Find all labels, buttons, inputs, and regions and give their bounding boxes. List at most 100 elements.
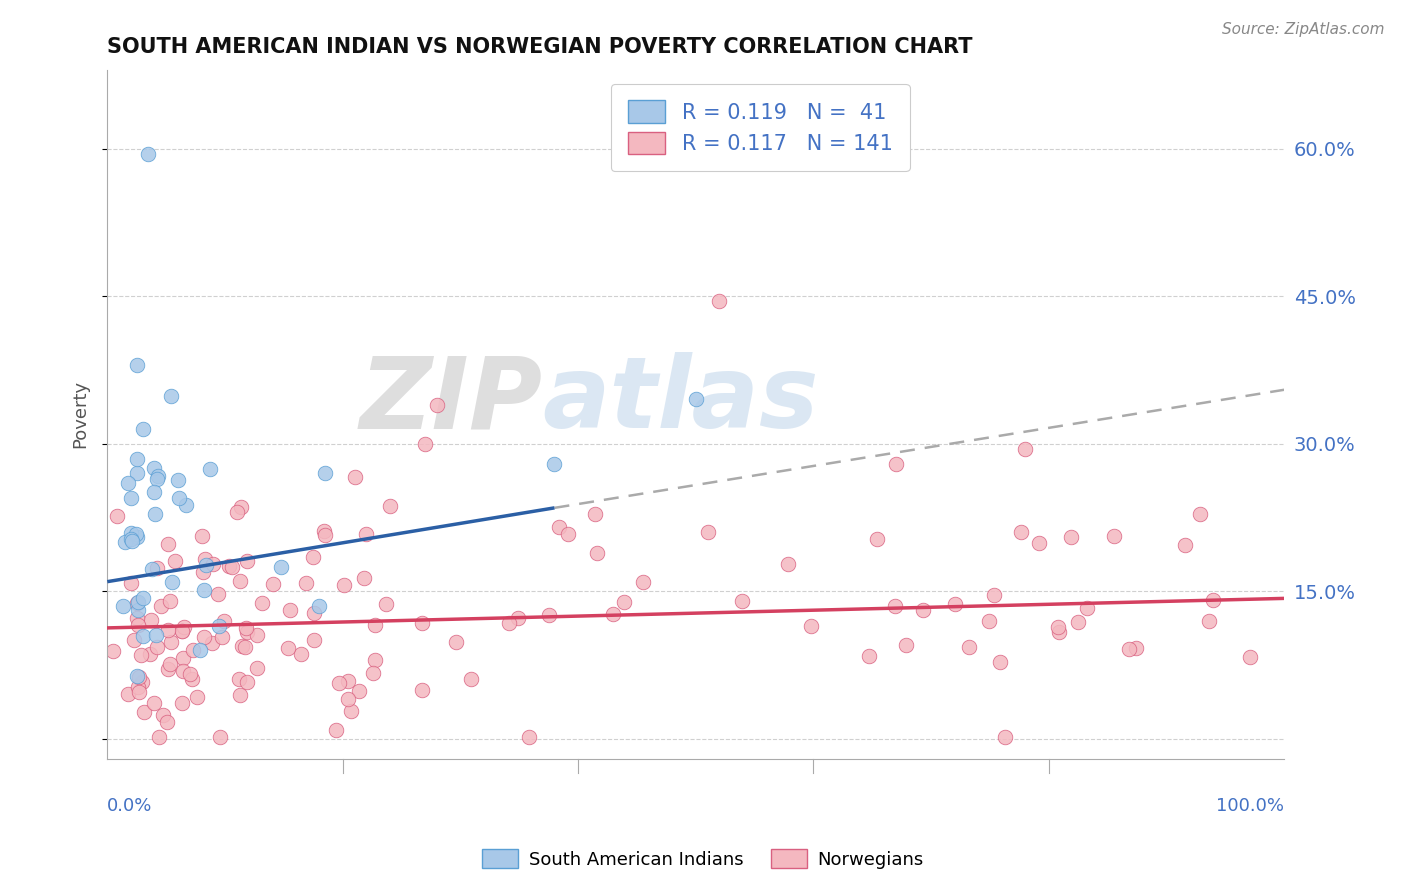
Text: 0.0%: 0.0% [107, 797, 153, 814]
Point [125, 530, 148, 544]
Point [120, 525, 142, 540]
Point [202, 557, 225, 571]
Point [413, 437, 436, 451]
Text: atlas: atlas [543, 352, 820, 449]
Point [426, 398, 449, 412]
Point [146, 640, 169, 655]
Point [186, 690, 208, 704]
Point [174, 498, 197, 512]
Point [1014, 442, 1036, 456]
Point [143, 697, 166, 711]
Point [1067, 615, 1090, 629]
Point [127, 596, 149, 610]
Point [143, 507, 166, 521]
Point [314, 528, 336, 542]
Point [328, 675, 350, 690]
Point [188, 643, 211, 657]
Point [127, 595, 149, 609]
Point [277, 640, 299, 655]
Point [613, 595, 636, 609]
Point [375, 597, 398, 611]
Point [209, 730, 232, 744]
Point [170, 624, 193, 638]
Point [302, 549, 325, 564]
Point [145, 473, 167, 487]
Point [344, 470, 367, 484]
Point [173, 620, 195, 634]
Point [517, 730, 540, 744]
Point [194, 551, 217, 566]
Point [181, 643, 204, 657]
Point [363, 653, 385, 667]
Point [586, 546, 609, 560]
Point [163, 554, 186, 568]
Point [120, 575, 142, 590]
Point [132, 705, 155, 719]
Point [337, 692, 360, 706]
Point [444, 635, 467, 649]
Point [231, 500, 253, 515]
Point [125, 467, 148, 481]
Point [194, 558, 217, 572]
Point [347, 683, 370, 698]
Point [354, 527, 377, 541]
Point [138, 146, 160, 161]
Point [364, 618, 387, 632]
Point [124, 632, 146, 647]
Point [172, 664, 194, 678]
Point [143, 484, 166, 499]
Point [120, 491, 142, 505]
Point [129, 648, 152, 663]
Point [602, 607, 624, 622]
Point [1239, 649, 1261, 664]
Point [131, 422, 153, 436]
Point [236, 554, 259, 568]
Point [353, 572, 375, 586]
Point [117, 687, 139, 701]
Point [131, 674, 153, 689]
Point [127, 603, 149, 617]
Point [117, 475, 139, 490]
Point [141, 614, 163, 628]
Point [314, 467, 336, 481]
Point [105, 508, 128, 523]
Point [302, 607, 325, 621]
Point [127, 618, 149, 632]
Point [1102, 529, 1125, 543]
Legend: R = 0.119   N =  41, R = 0.117   N = 141: R = 0.119 N = 41, R = 0.117 N = 141 [612, 84, 910, 171]
Point [156, 537, 179, 551]
Point [557, 527, 579, 541]
Point [125, 527, 148, 541]
Point [131, 591, 153, 606]
Point [198, 461, 221, 475]
Point [141, 562, 163, 576]
Point [128, 685, 150, 699]
Point [325, 723, 347, 737]
Point [911, 603, 934, 617]
Point [1010, 524, 1032, 539]
Point [229, 688, 252, 702]
Point [236, 625, 259, 640]
Point [631, 574, 654, 589]
Y-axis label: Poverty: Poverty [72, 380, 89, 449]
Point [159, 593, 181, 607]
Point [302, 633, 325, 648]
Point [778, 558, 800, 572]
Point [149, 599, 172, 614]
Point [547, 520, 569, 534]
Point [212, 614, 235, 628]
Point [411, 615, 433, 630]
Text: Source: ZipAtlas.com: Source: ZipAtlas.com [1222, 22, 1385, 37]
Point [201, 635, 224, 649]
Point [143, 461, 166, 475]
Point [977, 615, 1000, 629]
Point [884, 457, 907, 471]
Point [943, 597, 966, 611]
Point [896, 638, 918, 652]
Point [191, 565, 214, 579]
Point [363, 666, 385, 681]
Point [583, 508, 606, 522]
Point [333, 578, 356, 592]
Point [112, 599, 135, 613]
Point [228, 672, 250, 686]
